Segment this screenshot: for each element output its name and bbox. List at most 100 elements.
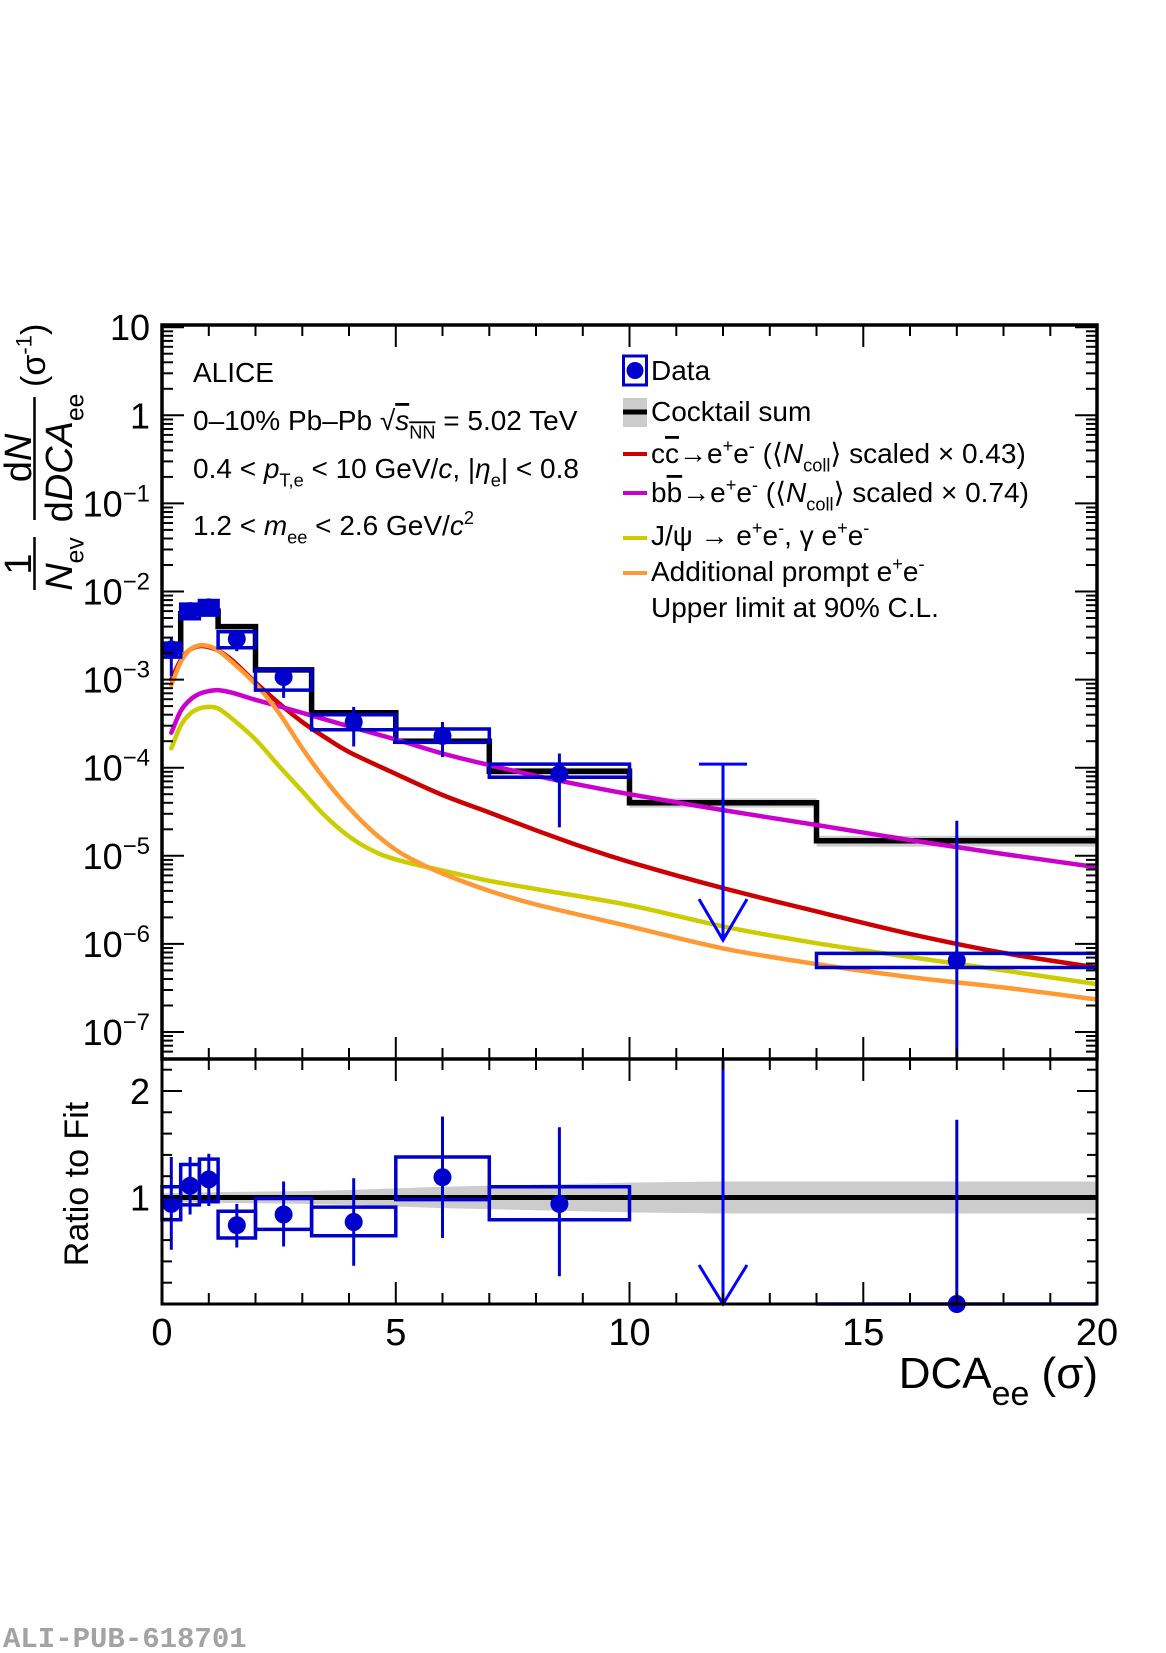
ratio-systematic-box: [309, 1205, 398, 1238]
text-segment: (σ: [15, 355, 53, 387]
ratio-y-axis-title-group: Ratio to Fit: [58, 1101, 96, 1266]
text-segment: NN: [409, 422, 435, 442]
data-marker: [181, 602, 200, 621]
y-title-fraction1-numerator: 1: [0, 553, 40, 574]
data-marker: [550, 764, 569, 783]
text-segment: DCA: [899, 1349, 993, 1398]
text-segment: (σ): [1029, 1349, 1098, 1398]
text-segment: e: [491, 470, 501, 490]
y-tick-label-exponent: −1: [123, 480, 150, 507]
ratio-marker: [199, 1170, 218, 1189]
text-segment: ee: [62, 394, 89, 421]
y-tick-label-base: 1: [130, 395, 150, 436]
y-tick-label: 10−1: [83, 480, 150, 524]
text-segment: +: [837, 518, 848, 538]
text-segment: 0.4 <: [193, 453, 264, 484]
y-tick-label-exponent: −5: [123, 833, 150, 860]
data-systematic-box: [487, 762, 632, 779]
text-segment: T,e: [279, 470, 303, 490]
upper-limit-arrow-icon: [697, 898, 749, 944]
ratio-systematic-box: [487, 1185, 632, 1222]
text-segment: 2: [464, 508, 474, 528]
legend-data-box-icon: [622, 354, 648, 387]
text-segment: e: [763, 520, 779, 551]
spectrum-plot-area: [162, 598, 1097, 1059]
text-segment: +: [723, 436, 734, 456]
text-segment: ee: [287, 527, 307, 547]
text-segment: = 5.02 TeV: [435, 405, 577, 436]
text-segment: Cocktail sum: [651, 396, 811, 427]
ratio-y-tick-label: 1: [130, 1178, 150, 1219]
y-title-fraction2-denominator: dDCAee: [39, 394, 89, 523]
text-segment: 0–10% Pb–Pb: [193, 405, 380, 436]
text-segment: b: [651, 477, 667, 508]
ratio-y-axis-title: Ratio to Fit: [58, 1101, 96, 1266]
jpsi-cocktail-curve: [169, 704, 1097, 987]
data-marker: [433, 726, 452, 745]
text-segment: ALICE: [193, 357, 274, 388]
text-segment: ⟩ scaled × 0.43): [830, 438, 1025, 469]
text-segment: (⟨: [758, 477, 786, 508]
annotation-line: 0.4 < pT,e < 10 GeV/c, |ηe| < 0.8: [193, 453, 579, 490]
text-segment: (⟨: [755, 438, 783, 469]
y-tick-label-exponent: −7: [123, 1009, 150, 1036]
data-systematic-box: [394, 727, 492, 744]
beauty-cocktail-curve: [169, 687, 1097, 870]
text-segment: e: [848, 520, 864, 551]
legend-entry: Upper limit at 90% C.L.: [651, 592, 939, 623]
text-segment: +: [752, 518, 763, 538]
text-segment: < 10 GeV/: [304, 453, 439, 484]
y-tick-label-base: 10: [83, 924, 123, 965]
y-tick-label-base: 10: [83, 572, 123, 613]
text-segment: -: [863, 518, 869, 538]
y-tick-label-exponent: −6: [123, 921, 150, 948]
legend-label: J/ψ → e+e-, γ e+e-: [651, 518, 869, 551]
ratio-systematic-box: [178, 1162, 202, 1207]
legend-label: Upper limit at 90% C.L.: [651, 592, 939, 623]
text-segment: coll: [806, 494, 833, 514]
text-segment: Data: [651, 355, 711, 386]
text-segment: c: [665, 438, 679, 469]
text-segment: DCA: [39, 421, 81, 501]
legend-label: bb→e+e- (⟨Ncoll⟩ scaled × 0.74): [651, 475, 1029, 515]
ratio-marker: [227, 1216, 246, 1235]
data-marker: [227, 629, 246, 648]
text-segment: 1: [0, 553, 40, 574]
y-tick-label: 10−5: [83, 833, 150, 877]
text-segment: η: [475, 453, 491, 484]
ratio-marker: [181, 1176, 200, 1195]
text-segment: e: [733, 438, 749, 469]
y-tick-label: 1: [130, 395, 150, 436]
y-tick-label: 10−3: [83, 657, 150, 701]
text-segment: -: [749, 436, 755, 456]
text-segment: ): [15, 324, 53, 335]
data-marker: [162, 640, 181, 659]
text-segment: d: [0, 461, 40, 482]
text-segment: < 2.6 GeV/: [307, 510, 450, 541]
y-tick-label: 10−7: [83, 1009, 150, 1053]
text-segment: +: [892, 554, 903, 574]
x-tick-label: 5: [385, 1312, 406, 1354]
y-tick-label-base: 10: [83, 483, 123, 524]
text-segment: , |: [452, 453, 475, 484]
x-tick-label: 20: [1076, 1312, 1118, 1354]
text-segment: , γ e: [784, 520, 837, 551]
text-segment: Upper limit at 90% C.L.: [651, 592, 939, 623]
legend-entry: cc→e+e- (⟨Ncoll⟩ scaled × 0.43): [623, 436, 1026, 476]
y-tick-label: 10−6: [83, 921, 150, 965]
x-tick-label: 15: [842, 1312, 884, 1354]
y-tick-label-base: 10: [83, 748, 123, 789]
legend-label: cc→e+e- (⟨Ncoll⟩ scaled × 0.43): [651, 436, 1026, 476]
text-segment: c: [438, 453, 452, 484]
text-segment: | < 0.8: [501, 453, 579, 484]
y-tick-label-base: 10: [83, 836, 123, 877]
text-segment: d: [39, 501, 81, 522]
text-segment: 1.2 <: [193, 510, 264, 541]
data-systematic-box: [814, 951, 1097, 970]
text-segment: e: [736, 477, 752, 508]
text-segment: -: [918, 554, 924, 574]
text-segment: N: [783, 438, 804, 469]
